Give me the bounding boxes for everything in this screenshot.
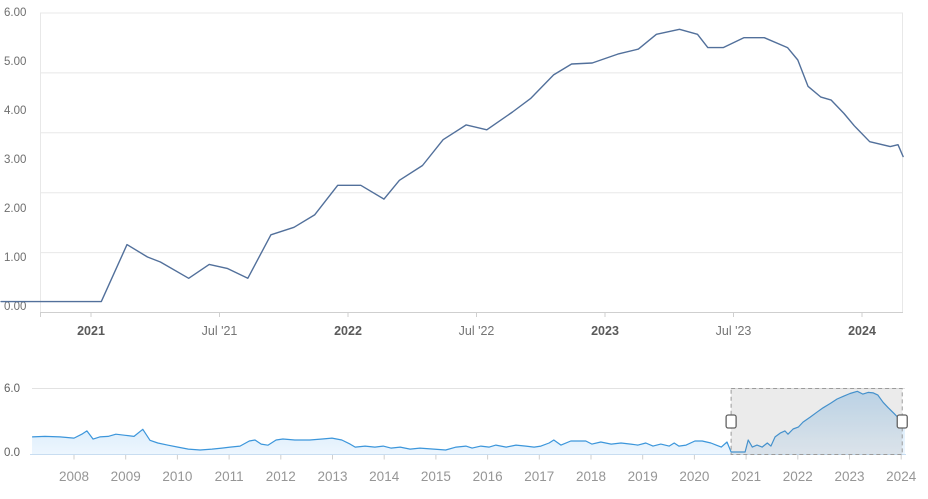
x-axis-label: 2024 xyxy=(848,324,876,338)
navigator-year-label: 2011 xyxy=(215,469,244,484)
main-plot-area[interactable] xyxy=(40,13,903,313)
navigator-year-label: 2019 xyxy=(628,469,658,484)
navigator-y-min-label: 0.0 xyxy=(4,447,20,459)
x-axis-label: 2023 xyxy=(591,324,619,338)
y-axis-label: 0.00 xyxy=(4,301,26,313)
x-axis-label: Jul '21 xyxy=(202,324,238,338)
navigator[interactable]: 2008 2009 2010 2011 2012 2013 2014 2015 2016 2017… xyxy=(4,383,917,484)
x-axis-label: Jul '23 xyxy=(716,324,752,338)
y-axis-label: 1.00 xyxy=(4,252,26,264)
x-axis-label: 2022 xyxy=(334,324,362,338)
navigator-handle-left[interactable] xyxy=(725,414,737,429)
navigator-year-label: 2008 xyxy=(59,469,89,484)
navigator-year-label: 2021 xyxy=(731,469,761,484)
navigator-area xyxy=(32,391,905,455)
main-series-line xyxy=(0,28,904,303)
navigator-year-label: 2015 xyxy=(421,469,451,484)
navigator-selected-range[interactable] xyxy=(730,388,903,455)
y-axis-label: 3.00 xyxy=(4,154,26,166)
navigator-year-label: 2009 xyxy=(111,469,141,484)
navigator-series-line xyxy=(32,390,905,453)
x-axis-label: 2021 xyxy=(77,324,105,338)
navigator-year-label: 2010 xyxy=(162,469,192,484)
navigator-year-label: 2018 xyxy=(576,469,606,484)
x-axis-label: Jul '22 xyxy=(459,324,495,338)
y-axis-label: 5.00 xyxy=(4,56,26,68)
navigator-year-label: 2016 xyxy=(473,469,503,484)
navigator-year-label: 2017 xyxy=(524,469,554,484)
navigator-year-label: 2022 xyxy=(783,469,813,484)
navigator-handle-right[interactable] xyxy=(896,414,908,429)
y-axis-label: 2.00 xyxy=(4,203,26,215)
navigator-y-max-label: 6.0 xyxy=(4,383,20,395)
navigator-year-label: 2014 xyxy=(369,469,400,484)
navigator-year-label: 2013 xyxy=(317,469,347,484)
navigator-year-label: 2023 xyxy=(834,469,864,484)
main-chart[interactable]: 6.00 5.00 4.00 3.00 2.00 1.00 0.00 2021 Jul '21 2… xyxy=(0,7,904,338)
y-axis-label: 6.00 xyxy=(4,7,26,19)
navigator-year-label: 2020 xyxy=(679,469,709,484)
navigator-year-label: 2024 xyxy=(886,469,917,484)
navigator-year-label: 2012 xyxy=(266,469,296,484)
y-axis-label: 4.00 xyxy=(4,105,26,117)
